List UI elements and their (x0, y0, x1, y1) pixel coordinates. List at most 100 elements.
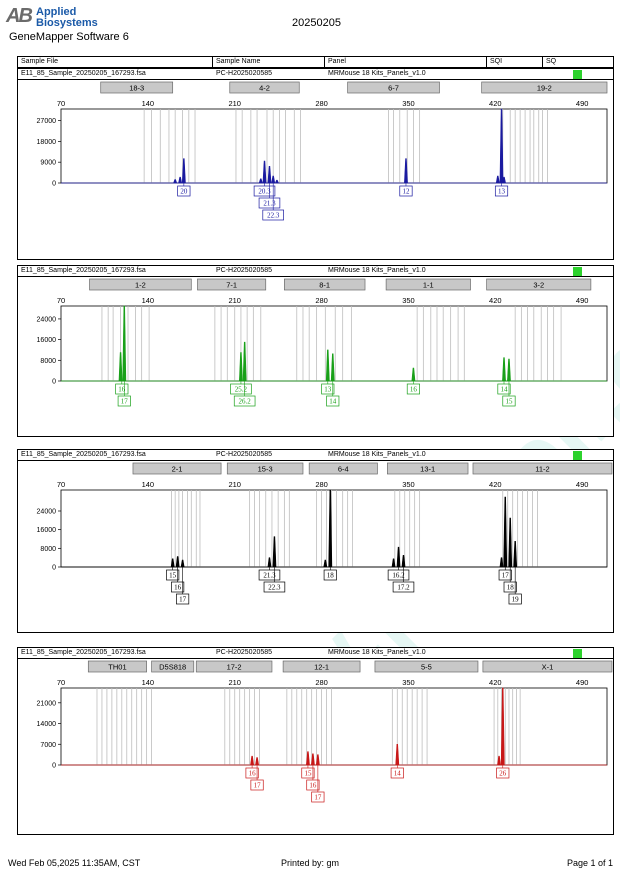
peak (267, 557, 272, 568)
x-tick-label: 420 (489, 480, 502, 489)
peak (396, 546, 401, 568)
sq-status-indicator (573, 451, 582, 460)
peak (274, 179, 279, 184)
y-tick-label: 7000 (40, 742, 56, 749)
marker-label: 3-2 (533, 281, 544, 290)
marker-bar (387, 462, 469, 475)
x-tick-label: 420 (489, 678, 502, 687)
allele-call-box (503, 581, 517, 593)
marker-label: 19-2 (537, 84, 552, 93)
x-tick-label: 420 (489, 296, 502, 305)
y-tick-label: 24000 (37, 316, 57, 323)
marker-label: 1-1 (423, 281, 434, 290)
allele-call-label: 20 (180, 188, 188, 196)
y-tick-label: 16000 (37, 527, 57, 534)
peak (262, 160, 267, 184)
allele-call-box (502, 395, 516, 407)
peak (242, 341, 247, 382)
allele-call-label: 15 (505, 398, 512, 406)
marker-label: 12-1 (314, 663, 329, 672)
peak (255, 757, 260, 766)
electropherogram-blue: 18-3 4-2 6-7 19-2 70 140 210 280 350 420 490 0 9000 1… (37, 81, 608, 221)
allele-call-label: 14 (394, 770, 402, 778)
marker-label: 6-4 (338, 465, 349, 474)
allele-call-box (323, 569, 337, 581)
allele-call-box (115, 383, 129, 395)
footer-page: Page 1 of 1 (567, 858, 614, 868)
peak (499, 557, 504, 568)
peak (495, 175, 500, 184)
y-tick-label: 16000 (37, 337, 57, 344)
x-tick-label: 280 (315, 480, 328, 489)
marker-label: 7-1 (226, 281, 237, 290)
peak (503, 496, 508, 568)
sample-file: E11_85_Sample_20250205_167293.fsa (21, 451, 146, 458)
marker-bar (481, 81, 608, 94)
x-tick-label: 210 (228, 480, 241, 489)
x-tick-label: 490 (576, 99, 589, 108)
sample-name: PC-H2025020585 (216, 649, 273, 656)
allele-call-label: 16 (309, 782, 317, 790)
y-tick-label: 8000 (40, 546, 56, 553)
x-tick-label: 350 (402, 99, 415, 108)
peak (395, 743, 400, 766)
x-tick-label: 70 (57, 296, 65, 305)
col-panel: Panel (328, 58, 346, 65)
peak (271, 175, 276, 184)
peak (250, 755, 255, 766)
allele-call-label: 22.3 (267, 212, 280, 220)
allele-call-label: 18 (507, 584, 515, 592)
x-tick-label: 490 (576, 480, 589, 489)
peak (180, 559, 185, 568)
y-tick-label: 24000 (37, 509, 57, 516)
x-tick-label: 140 (142, 480, 155, 489)
sample-name: PC-H2025020585 (216, 267, 273, 274)
allele-call-box (387, 569, 410, 581)
y-tick-label: 18000 (37, 139, 57, 146)
electropherogram-red: TH01 D5S818 17-2 12-1 5-5 X-170 140 210 280 350 42… (37, 660, 613, 803)
panel-name: MRMouse 18 Kits_Panels_v1.0 (328, 451, 426, 458)
peak (330, 353, 335, 382)
y-tick-label: 0 (52, 763, 56, 770)
panel-name: MRMouse 18 Kits_Panels_v1.0 (328, 267, 426, 274)
marker-label: 6-7 (388, 84, 399, 93)
panel-title: E11_85_Sample_20250205_167293.fsa PC-H20… (18, 450, 613, 461)
allele-call-label: 20.3 (258, 188, 271, 196)
marker-bar (374, 660, 479, 673)
peak (507, 358, 511, 382)
sample-name: PC-H2025020585 (216, 451, 273, 458)
x-tick-label: 280 (315, 296, 328, 305)
marker-label: D5S818 (159, 663, 186, 672)
marker-bar (282, 660, 361, 673)
marker-bar (385, 278, 471, 291)
marker-label: 15-3 (258, 465, 273, 474)
sq-status-indicator (573, 70, 582, 79)
marker-bar (482, 660, 613, 673)
allele-call-label: 16 (174, 584, 182, 592)
peak (306, 751, 310, 766)
allele-call-label: 21.3 (263, 572, 276, 580)
x-tick-label: 140 (142, 296, 155, 305)
marker-label: 2-1 (172, 465, 183, 474)
allele-call-box (258, 569, 281, 581)
marker-bar (100, 81, 174, 94)
col-sqi: SQI (490, 58, 503, 65)
allele-call-label: 18 (327, 572, 335, 580)
panel-name: MRMouse 18 Kits_Panels_v1.0 (328, 649, 426, 656)
allele-call-label: 17 (314, 794, 322, 802)
allele-call-box (176, 593, 190, 605)
panel-title: E11_85_Sample_20250205_167293.fsa PC-H20… (18, 266, 613, 277)
x-tick-label: 140 (142, 678, 155, 687)
peak (323, 559, 328, 568)
allele-call-box (498, 569, 512, 581)
allele-call-label: 26 (499, 770, 507, 778)
allele-call-box (326, 395, 340, 407)
allele-call-box (496, 767, 510, 779)
marker-bar (229, 81, 300, 94)
marker-label: 1-2 (135, 281, 146, 290)
allele-call-box (166, 569, 180, 581)
allele-call-box (253, 185, 276, 197)
electropherogram-green: 1-2 7-1 8-1 1-1 3-2 70 140 210 280 350 420 490 0 8000… (37, 278, 608, 407)
marker-bar (151, 660, 195, 673)
allele-call-box (306, 779, 320, 791)
